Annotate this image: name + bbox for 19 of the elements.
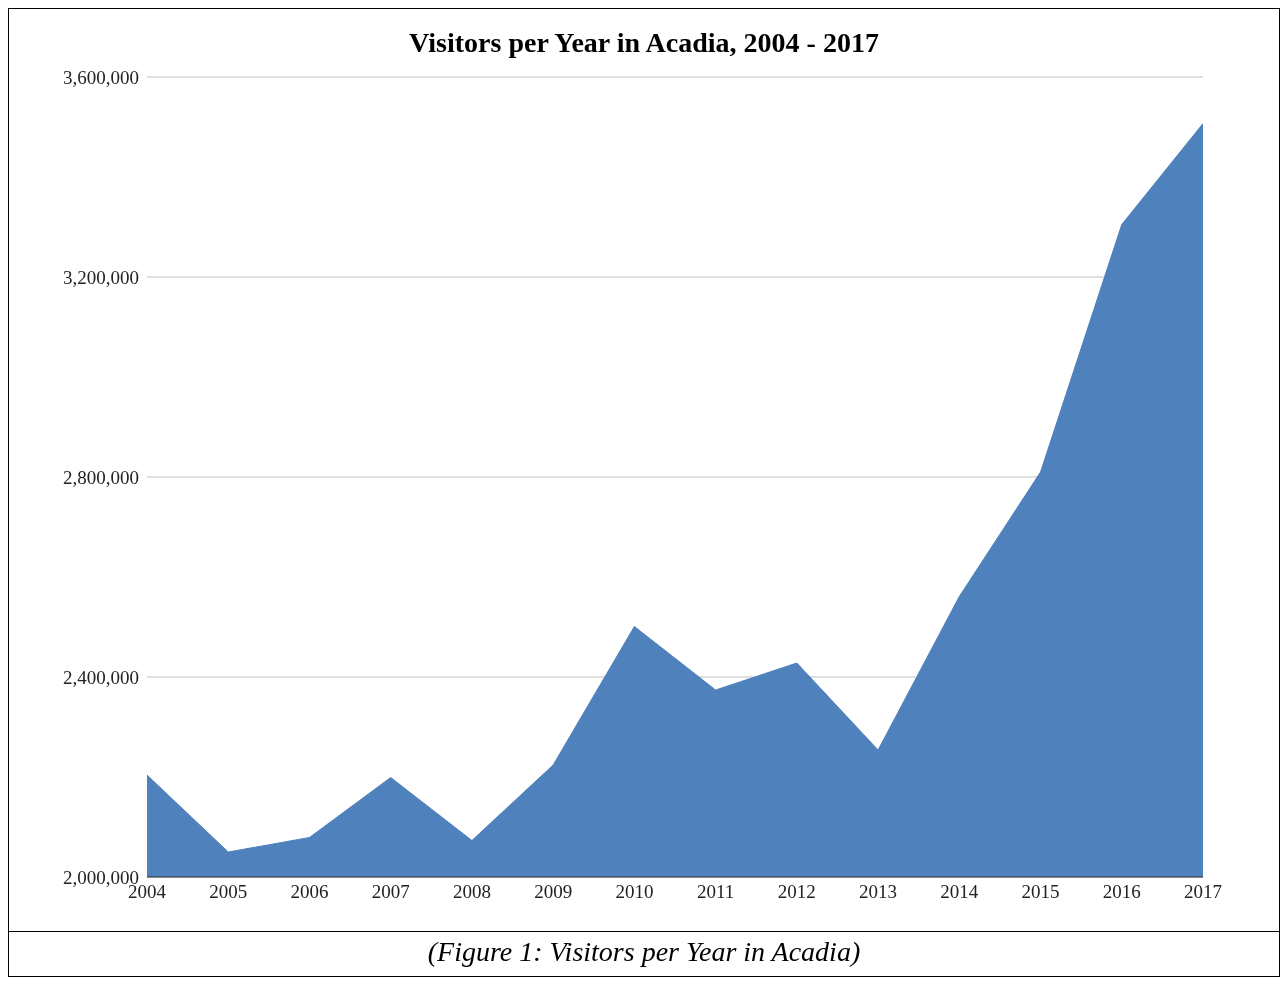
x-tick-label: 2010 (615, 881, 654, 903)
x-tick-label: 2005 (209, 881, 248, 903)
x-tick-label: 2011 (696, 881, 735, 903)
y-tick-label: 3,200,000 (63, 266, 139, 288)
x-tick-label: 2007 (371, 881, 410, 903)
y-tick-label: 3,600,000 (63, 66, 139, 88)
chart-title: Visitors per Year in Acadia, 2004 - 2017 (408, 26, 880, 60)
x-tick-label: 2015 (1021, 881, 1060, 903)
x-tick-label: 2013 (859, 881, 898, 903)
x-tick-label: 2009 (534, 881, 573, 903)
x-tick-label: 2016 (1102, 881, 1141, 903)
text: (Figure 1: Visitors per Year in Acadia) (426, 936, 862, 968)
x-tick-label: 2006 (290, 881, 329, 903)
y-tick-label: 2,400,000 (63, 666, 139, 688)
x-tick-label: 2008 (452, 881, 491, 903)
x-tick-label: 2017 (1184, 881, 1222, 903)
x-tick-label: 2014 (940, 881, 979, 903)
y-tick-label: 2,800,000 (63, 466, 139, 488)
x-tick-label: 2012 (777, 881, 816, 903)
